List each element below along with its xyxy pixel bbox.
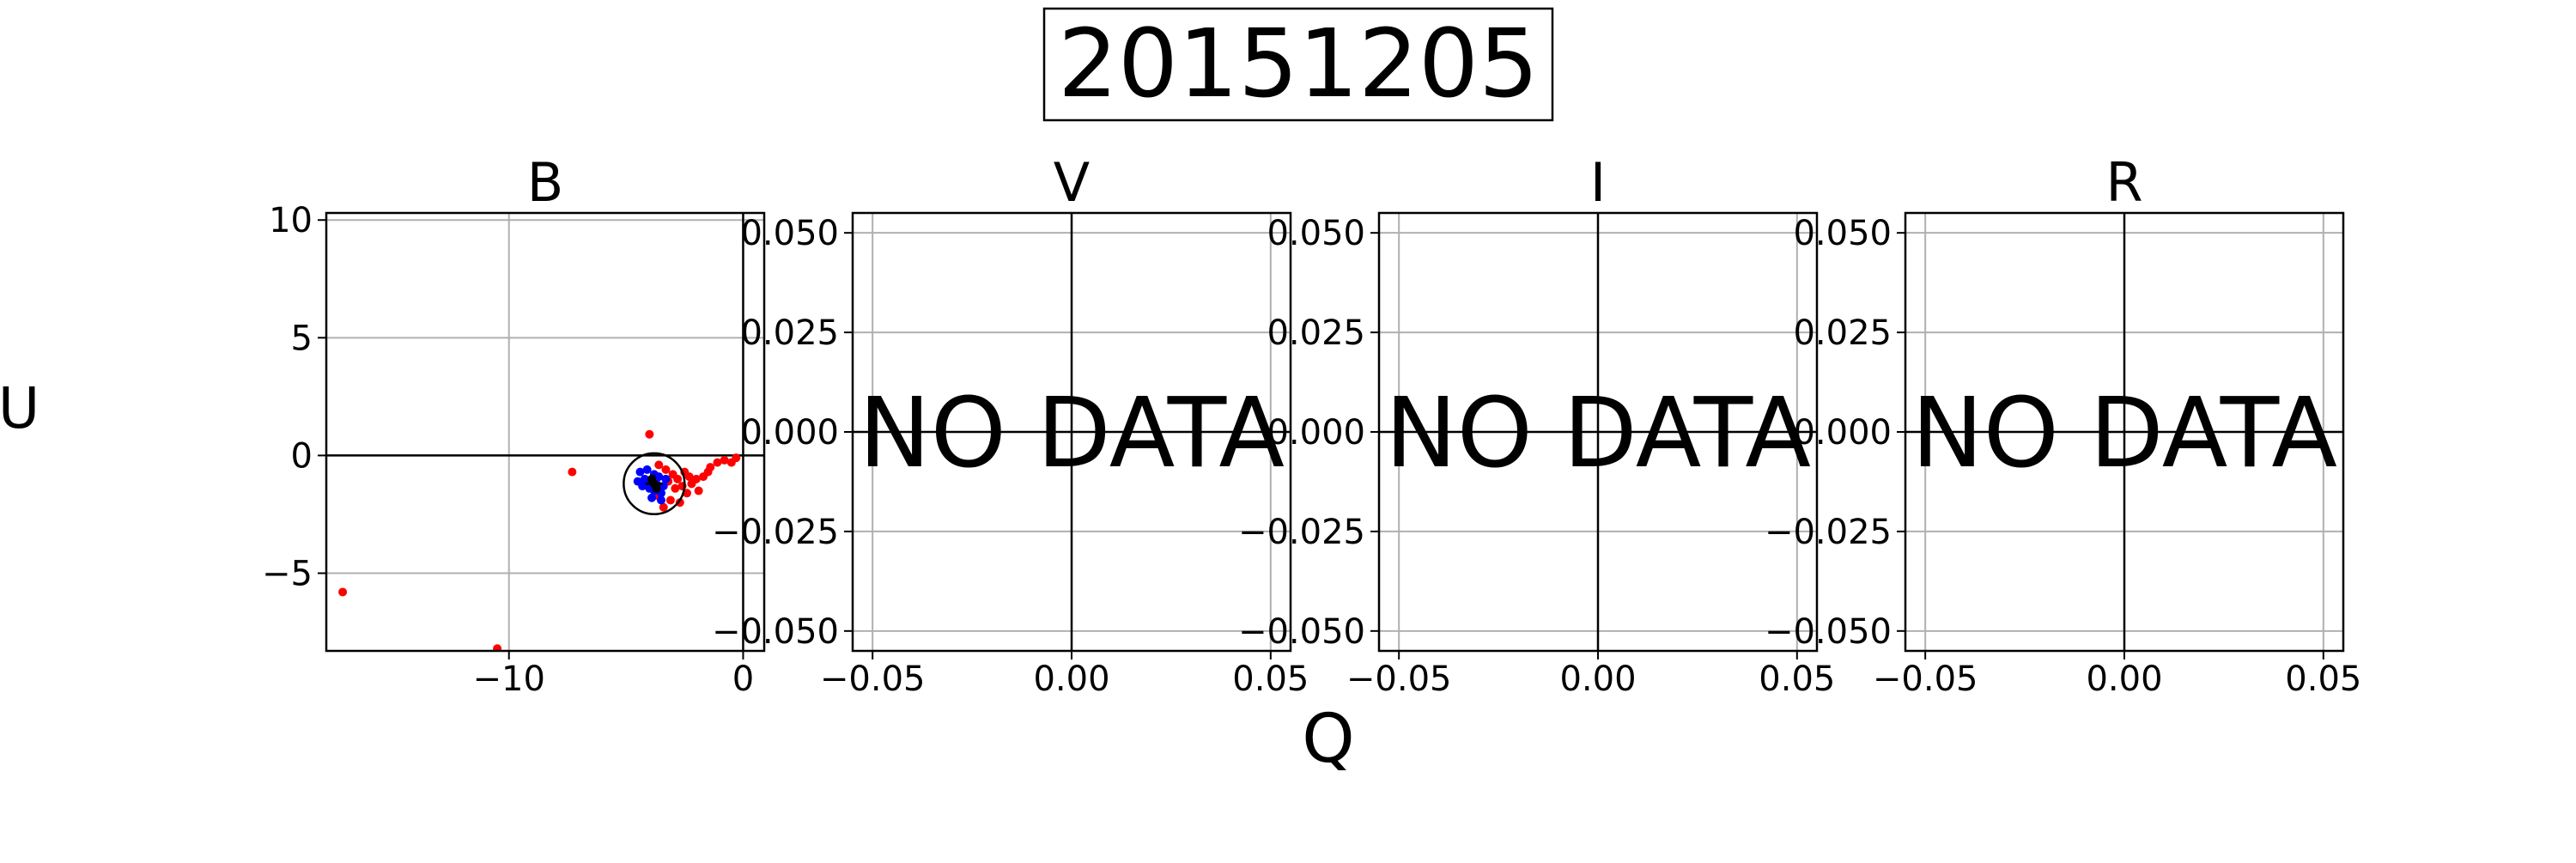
y-tick-label: 0.000 xyxy=(740,413,839,453)
data-point xyxy=(691,474,701,483)
panel-frame xyxy=(325,211,766,653)
data-point xyxy=(493,644,502,651)
no-data-label: NO DATA xyxy=(859,378,1285,489)
x-tick-label: 0.05 xyxy=(1232,659,1309,699)
data-point xyxy=(675,498,684,507)
y-tick-label: −0.025 xyxy=(712,513,839,552)
data-point xyxy=(684,472,694,482)
y-tick-label: −0.050 xyxy=(712,612,839,652)
data-point xyxy=(659,502,668,512)
data-layer xyxy=(338,429,741,651)
data-point xyxy=(732,453,741,463)
y-tick-label: 0.000 xyxy=(1793,413,1892,453)
data-point xyxy=(720,455,729,465)
data-point xyxy=(635,467,645,477)
y-tick-label: 0 xyxy=(291,436,313,476)
y-axis-label: U xyxy=(0,375,39,441)
y-tick-label: 0.025 xyxy=(740,313,839,353)
data-point xyxy=(645,429,654,439)
y-tick-label: 5 xyxy=(291,319,313,358)
data-point xyxy=(338,587,348,597)
panel-b: −10 0 10 5 0 −5 B xyxy=(262,151,766,699)
x-tick-label: 0.05 xyxy=(1759,659,1835,699)
panel-v: −0.05 0.00 0.05 0.050 0.025 0.000 −0.025 −0.050… xyxy=(712,151,1309,699)
data-point xyxy=(654,472,664,482)
x-tick-label: −0.05 xyxy=(1346,659,1452,699)
no-data-label: NO DATA xyxy=(1911,378,2337,489)
data-point xyxy=(673,474,683,483)
figure-title: 20151205 xyxy=(1058,9,1539,119)
data-point xyxy=(568,467,577,477)
figure-title-box xyxy=(1042,7,1554,122)
y-tick-label: −0.025 xyxy=(1765,513,1892,552)
x-axis-label: Q xyxy=(1302,701,1354,778)
x-tick-label: 0 xyxy=(732,659,754,699)
data-point xyxy=(661,474,671,483)
data-point xyxy=(665,495,675,505)
y-tick-label: 0.000 xyxy=(1267,413,1365,453)
data-point xyxy=(694,486,703,495)
x-tick-label: −0.05 xyxy=(1873,659,1978,699)
x-tick-label: 0.00 xyxy=(1033,659,1109,699)
y-tick-label: −5 xyxy=(262,555,313,594)
y-tick-label: −0.025 xyxy=(1238,513,1365,552)
data-point xyxy=(661,465,671,474)
x-tick-label: 0.00 xyxy=(1559,659,1636,699)
y-tick-label: −0.050 xyxy=(1238,612,1365,652)
y-tick-label: 0.050 xyxy=(740,214,839,253)
panel-title: B xyxy=(527,151,564,214)
panel-i: −0.05 0.00 0.05 0.050 0.025 0.000 −0.025 −0.050… xyxy=(1238,151,1835,699)
panel-r: −0.05 0.00 0.05 0.050 0.025 0.000 −0.025 −0.050… xyxy=(1765,151,2361,699)
y-tick-label: 0.025 xyxy=(1267,313,1365,353)
y-tick-label: −0.050 xyxy=(1765,612,1892,652)
data-point xyxy=(633,477,642,486)
data-point xyxy=(713,458,722,467)
x-tick-label: −10 xyxy=(473,659,545,699)
no-data-label: NO DATA xyxy=(1385,378,1811,489)
y-tick-label: 10 xyxy=(269,201,313,240)
data-point xyxy=(703,467,713,477)
data-point xyxy=(647,493,657,502)
x-tick-label: −0.05 xyxy=(820,659,926,699)
panel-title: I xyxy=(1590,151,1606,214)
y-tick-label: 0.050 xyxy=(1267,214,1365,253)
data-point xyxy=(657,495,665,505)
data-point xyxy=(642,465,652,474)
data-point xyxy=(671,483,680,493)
mean-circle xyxy=(623,452,686,516)
x-tick-label: 0.00 xyxy=(2086,659,2162,699)
panel-title: R xyxy=(2105,151,2142,214)
y-tick-label: 0.025 xyxy=(1793,313,1892,353)
y-tick-label: 0.050 xyxy=(1793,214,1892,253)
x-tick-label: 0.05 xyxy=(2285,659,2361,699)
panel-title: V xyxy=(1054,151,1090,214)
data-point xyxy=(654,460,664,470)
